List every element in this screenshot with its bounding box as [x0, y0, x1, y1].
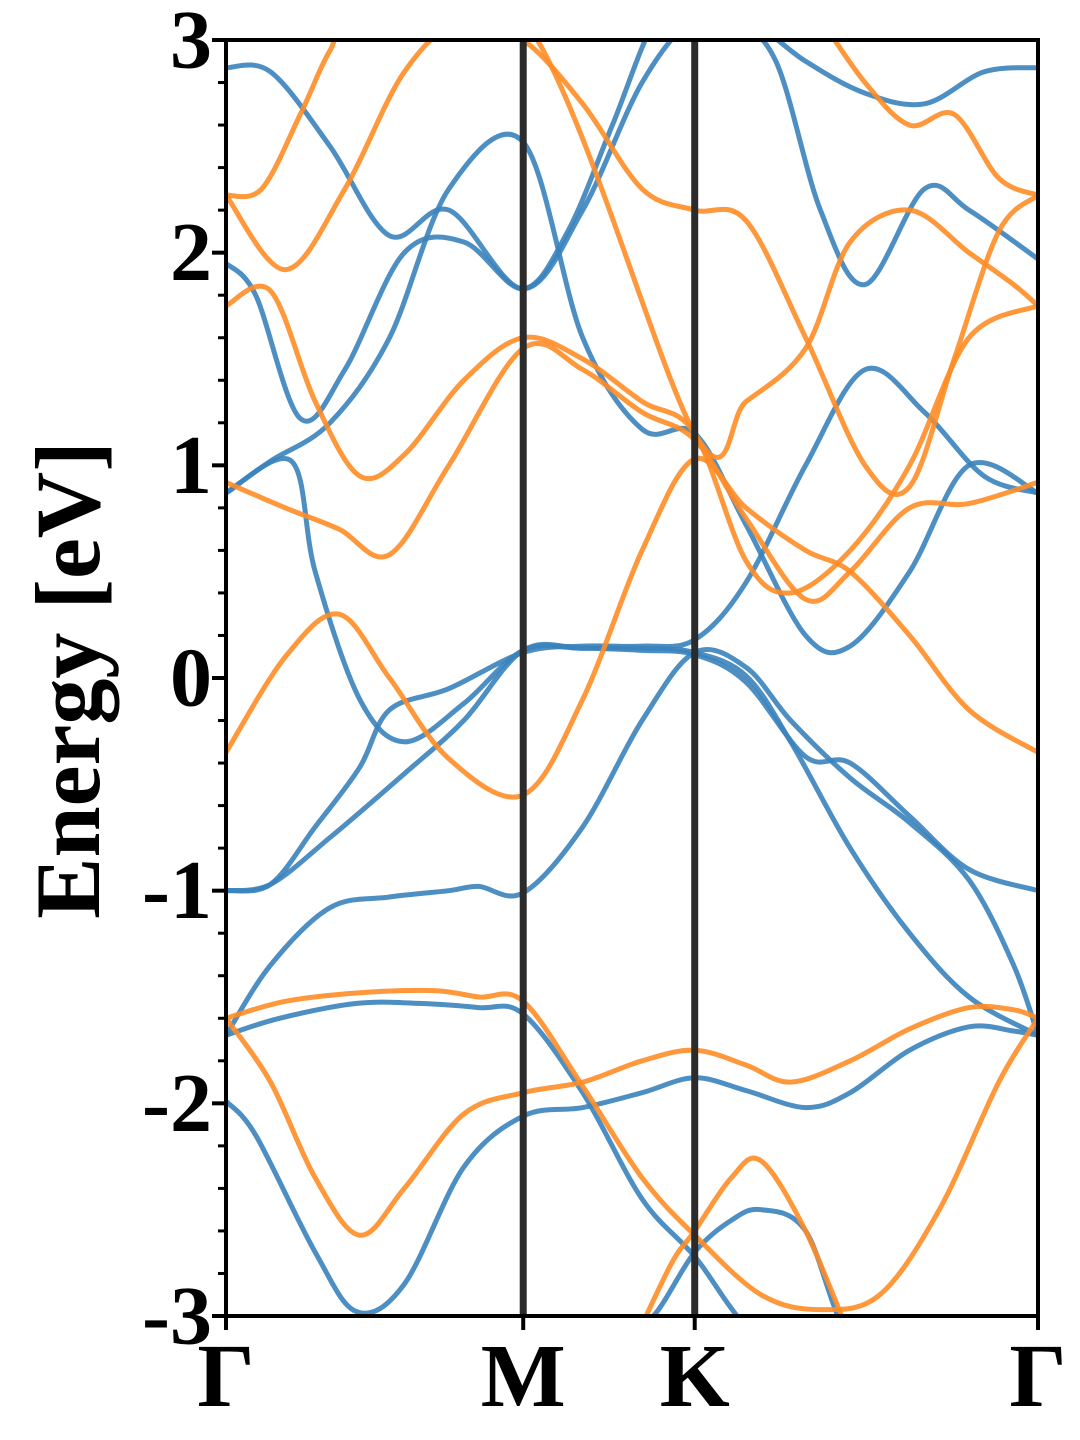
y-axis-ticks: -3 -2 -1 0 1 2 3: [142, 0, 226, 1363]
band-line-blue-8: [226, 40, 1038, 292]
y-tick-label: 1: [170, 419, 212, 512]
y-tick-label: 0: [170, 632, 212, 725]
band-line-blue-5: [226, 456, 1038, 1038]
y-axis-title: Energy [eV]: [17, 441, 119, 919]
band-line-blue-0: [226, 999, 741, 1316]
band-line-orange-14: [226, 283, 1038, 596]
band-line-orange-13: [226, 340, 1038, 604]
band-line-blue-6: [226, 40, 1038, 424]
x-tick-label: K: [660, 1327, 730, 1426]
band-line-orange-15: [226, 40, 1038, 497]
y-tick-label: -2: [142, 1057, 212, 1150]
band-line-blue-7: [226, 131, 1038, 656]
y-tick-label: -1: [142, 844, 212, 937]
band-line-blue-9: [649, 1206, 841, 1316]
y-tick-label: 2: [170, 206, 212, 299]
band-lines: [226, 40, 1038, 1316]
y-tick-label: 3: [170, 0, 212, 87]
band-line-orange-12: [226, 455, 1038, 800]
band-line-orange-17: [831, 40, 1038, 198]
band-line-blue-1: [226, 1023, 1038, 1316]
x-tick-label: Γ: [1009, 1327, 1066, 1426]
band-line-blue-3: [226, 641, 1038, 894]
band-line-blue-2: [226, 646, 1038, 1038]
band-line-orange-10: [226, 987, 1038, 1313]
x-tick-label: Γ: [197, 1327, 254, 1426]
band-line-orange-18: [643, 1155, 845, 1316]
x-tick-label: M: [481, 1327, 566, 1426]
band-line-orange-11: [226, 1003, 1038, 1238]
kpoint-lines: [519, 40, 699, 1316]
y-tick-label: -3: [142, 1270, 212, 1363]
